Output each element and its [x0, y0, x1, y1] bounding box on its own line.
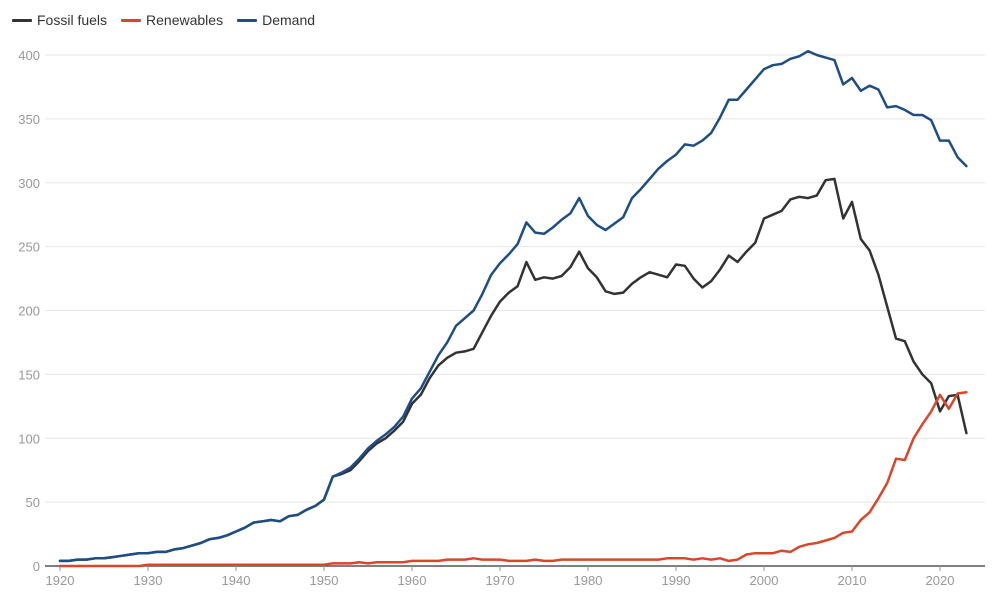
y-tick-label: 250 [18, 240, 40, 255]
series-line-demand [58, 49, 968, 563]
y-tick-label: 150 [18, 367, 40, 382]
y-tick-label: 350 [18, 112, 40, 127]
y-tick-label: 0 [33, 559, 40, 574]
x-tick-label: 1930 [134, 573, 163, 588]
x-tick-label: 1920 [46, 573, 75, 588]
legend-swatch [237, 18, 258, 22]
x-tick-label: 1940 [222, 573, 251, 588]
x-tick-label: 1960 [398, 573, 427, 588]
y-tick-label: 300 [18, 176, 40, 191]
legend-label: Demand [262, 12, 316, 28]
x-tick-label: 1990 [662, 573, 691, 588]
legend-item-demand[interactable]: Demand [237, 12, 315, 28]
legend-item-fossil-fuels[interactable]: Fossil fuels [12, 12, 107, 28]
x-tick-label: 1970 [486, 573, 515, 588]
legend-swatch [12, 18, 32, 22]
legend-item-renewables[interactable]: Renewables [121, 12, 223, 28]
x-tick-label: 1980 [574, 573, 603, 588]
series-line-renewables [58, 391, 968, 568]
y-tick-label: 200 [18, 304, 40, 319]
y-tick-label: 400 [18, 48, 40, 63]
legend-label: Renewables [146, 12, 224, 28]
x-tick-label: 2000 [750, 573, 779, 588]
x-tick-label: 2020 [926, 573, 955, 588]
y-tick-label: 50 [26, 495, 40, 510]
x-tick-label: 2010 [838, 573, 867, 588]
x-tick-label: 1950 [310, 573, 339, 588]
series-line-fossil-fuels [58, 177, 968, 563]
legend-label: Fossil fuels [37, 12, 108, 28]
y-tick-label: 100 [18, 431, 40, 446]
legend-swatch [121, 18, 142, 22]
legend: Fossil fuels Renewables Demand [12, 12, 315, 28]
